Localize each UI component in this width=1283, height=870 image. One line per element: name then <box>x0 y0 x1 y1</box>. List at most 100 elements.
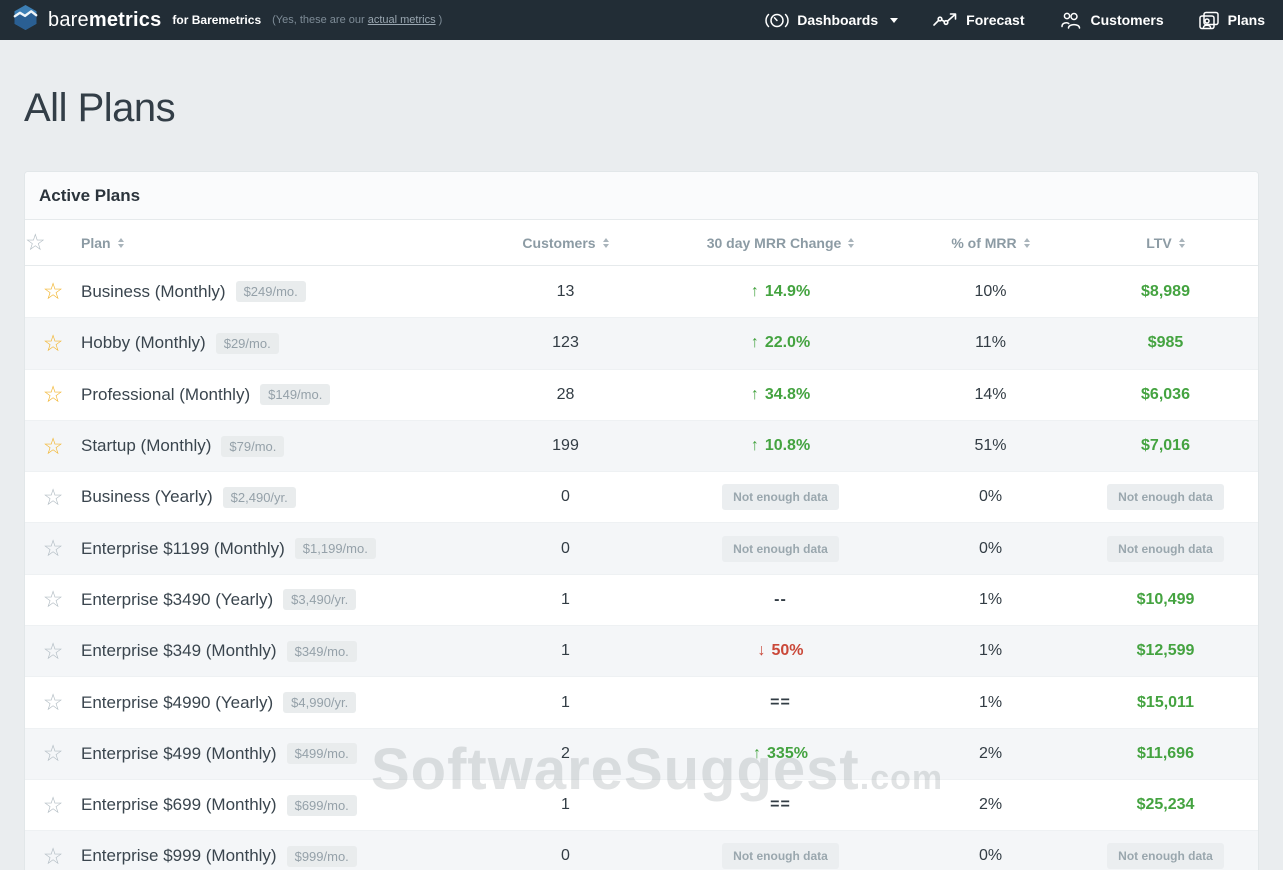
star-icon[interactable]: ☆ <box>43 588 64 611</box>
star-cell: ☆ <box>25 332 81 355</box>
ltv-cell: Not enough data <box>1093 484 1258 510</box>
plan-name: Startup (Monthly) <box>81 436 211 456</box>
table-row[interactable]: ☆Enterprise $699 (Monthly)$699/mo.1==2%$… <box>25 779 1258 830</box>
mrr-change-value: ↑10.8% <box>751 437 810 455</box>
pct-mrr-value: 1% <box>979 642 1002 660</box>
mrr-change-cell: == <box>673 796 888 814</box>
nav-item-forecast[interactable]: Forecast <box>932 11 1024 29</box>
navbar: baremetrics for Baremetrics (Yes, these … <box>0 0 1283 40</box>
pct-mrr-value: 2% <box>979 745 1002 763</box>
column-header-pct-mrr[interactable]: % of MRR <box>888 235 1093 251</box>
star-icon[interactable]: ☆ <box>43 332 64 355</box>
table-header: ☆ Plan Customers 30 day MRR Change % of … <box>25 220 1258 266</box>
pct-mrr-cell: 10% <box>888 283 1093 301</box>
plan-cell: Enterprise $349 (Monthly)$349/mo. <box>81 641 458 662</box>
pct-mrr-value: 1% <box>979 591 1002 609</box>
star-cell: ☆ <box>25 435 81 458</box>
mrr-change-value: -- <box>774 591 787 609</box>
star-icon[interactable]: ☆ <box>43 691 64 714</box>
mrr-change-value: ↑335% <box>753 745 808 763</box>
table-row[interactable]: ☆Enterprise $999 (Monthly)$999/mo.0Not e… <box>25 830 1258 870</box>
table-row[interactable]: ☆Business (Monthly)$249/mo.13↑14.9%10%$8… <box>25 266 1258 317</box>
column-label: Customers <box>522 235 595 251</box>
pct-mrr-value: 10% <box>974 283 1006 301</box>
actual-metrics-link[interactable]: actual metrics <box>368 14 436 26</box>
table-row[interactable]: ☆Startup (Monthly)$79/mo.199↑10.8%51%$7,… <box>25 420 1258 471</box>
sort-icon <box>1179 238 1185 248</box>
table-row[interactable]: ☆ Business (Yearly)$2,490/yr. 0 Not enough … <box>25 471 1258 522</box>
price-badge: $149/mo. <box>260 384 330 405</box>
column-header-customers[interactable]: Customers <box>458 235 673 251</box>
customers-value: 1 <box>561 642 570 660</box>
table-row[interactable]: ☆Enterprise $4990 (Yearly)$4,990/yr.1==1… <box>25 676 1258 727</box>
star-icon[interactable]: ☆ <box>43 794 64 817</box>
plan-cell: Hobby (Monthly)$29/mo. <box>81 333 458 354</box>
dashboards-icon <box>765 12 789 29</box>
arrow-down-icon: ↓ <box>757 642 765 660</box>
sort-icon <box>118 238 124 248</box>
column-header-mrr-change[interactable]: 30 day MRR Change <box>673 235 888 251</box>
customers-cell: 1 <box>458 796 673 814</box>
table-row[interactable]: ☆Professional (Monthly)$149/mo.28↑34.8%1… <box>25 369 1258 420</box>
star-column-header: ☆ <box>25 231 81 255</box>
mrr-change-value: == <box>770 694 791 712</box>
star-cell: ☆ <box>25 691 81 714</box>
plan-name: Enterprise $4990 (Yearly) <box>81 693 273 713</box>
ltv-cell: $12,599 <box>1093 642 1258 660</box>
plan-cell: Business (Yearly)$2,490/yr. <box>81 487 458 508</box>
mrr-change-text: 50% <box>771 642 803 660</box>
table-row[interactable]: ☆ Enterprise $349 (Monthly)$349/mo. 1 ↓ 50% 1… <box>25 625 1258 676</box>
table-row[interactable]: ☆Enterprise $3490 (Yearly)$3,490/yr.1--1… <box>25 574 1258 625</box>
page-title: All Plans <box>24 86 1283 131</box>
customers-cell: 0 <box>458 488 673 506</box>
plan-name: Business (Monthly) <box>81 282 226 302</box>
ltv-cell: $7,016 <box>1093 437 1258 455</box>
customers-value: 2 <box>561 745 570 763</box>
customers-cell: 1 <box>458 694 673 712</box>
star-icon[interactable]: ☆ <box>43 383 64 406</box>
star-icon[interactable]: ☆ <box>43 742 64 765</box>
mrr-change-value: == <box>770 796 791 814</box>
arrow-up-icon: ↑ <box>751 283 759 301</box>
mrr-change-value: ↑14.9% <box>751 283 810 301</box>
customers-value: 0 <box>561 488 570 506</box>
ltv-cell: $6,036 <box>1093 386 1258 404</box>
star-cell: ☆ <box>25 486 81 509</box>
ltv-value: $985 <box>1148 334 1184 352</box>
star-icon[interactable]: ☆ <box>43 537 64 560</box>
brand-name: baremetrics <box>48 9 161 32</box>
star-icon[interactable]: ☆ <box>43 845 64 868</box>
pct-mrr-cell: 51% <box>888 437 1093 455</box>
pct-mrr-cell: 11% <box>888 334 1093 352</box>
plan-name: Enterprise $349 (Monthly) <box>81 641 277 661</box>
arrow-up-icon: ↑ <box>751 334 759 352</box>
pct-mrr-cell: 2% <box>888 796 1093 814</box>
star-icon[interactable]: ☆ <box>43 435 64 458</box>
star-icon[interactable]: ☆ <box>43 486 64 509</box>
star-cell: ☆ <box>25 845 81 868</box>
column-header-plan[interactable]: Plan <box>81 235 458 251</box>
table-body: ☆Business (Monthly)$249/mo.13↑14.9%10%$8… <box>25 266 1258 870</box>
plan-cell: Enterprise $4990 (Yearly) $4,990/yr. <box>81 692 458 713</box>
sort-icon <box>1024 238 1030 248</box>
ltv-cell: $15,011 <box>1093 694 1258 712</box>
star-icon[interactable]: ☆ <box>43 280 64 303</box>
table-row[interactable]: ☆Enterprise $1199 (Monthly)$1,199/mo.0No… <box>25 522 1258 573</box>
price-badge: $4,990/yr. <box>283 692 356 713</box>
ltv-value: $8,989 <box>1141 283 1190 301</box>
column-header-ltv[interactable]: LTV <box>1093 235 1258 251</box>
customers-cell: 0 <box>458 540 673 558</box>
nav-item-customers[interactable]: Customers <box>1059 12 1164 29</box>
nav-item-plans[interactable]: Plans <box>1198 11 1265 30</box>
customers-value: 1 <box>561 796 570 814</box>
brand-link[interactable]: baremetrics for Baremetrics (Yes, these … <box>12 4 442 36</box>
chevron-down-icon <box>890 18 898 23</box>
table-row[interactable]: ☆Enterprise $499 (Monthly)$499/mo.2↑335%… <box>25 728 1258 779</box>
price-badge: $499/mo. <box>287 743 357 764</box>
star-icon[interactable]: ☆ <box>43 640 64 663</box>
table-row[interactable]: ☆Hobby (Monthly)$29/mo.123↑22.0%11%$985 <box>25 317 1258 368</box>
nav-item-dashboards[interactable]: Dashboards <box>765 12 898 29</box>
ltv-value: $7,016 <box>1141 437 1190 455</box>
mrr-change-cell: ↑34.8% <box>673 386 888 404</box>
star-cell: ☆ <box>25 383 81 406</box>
